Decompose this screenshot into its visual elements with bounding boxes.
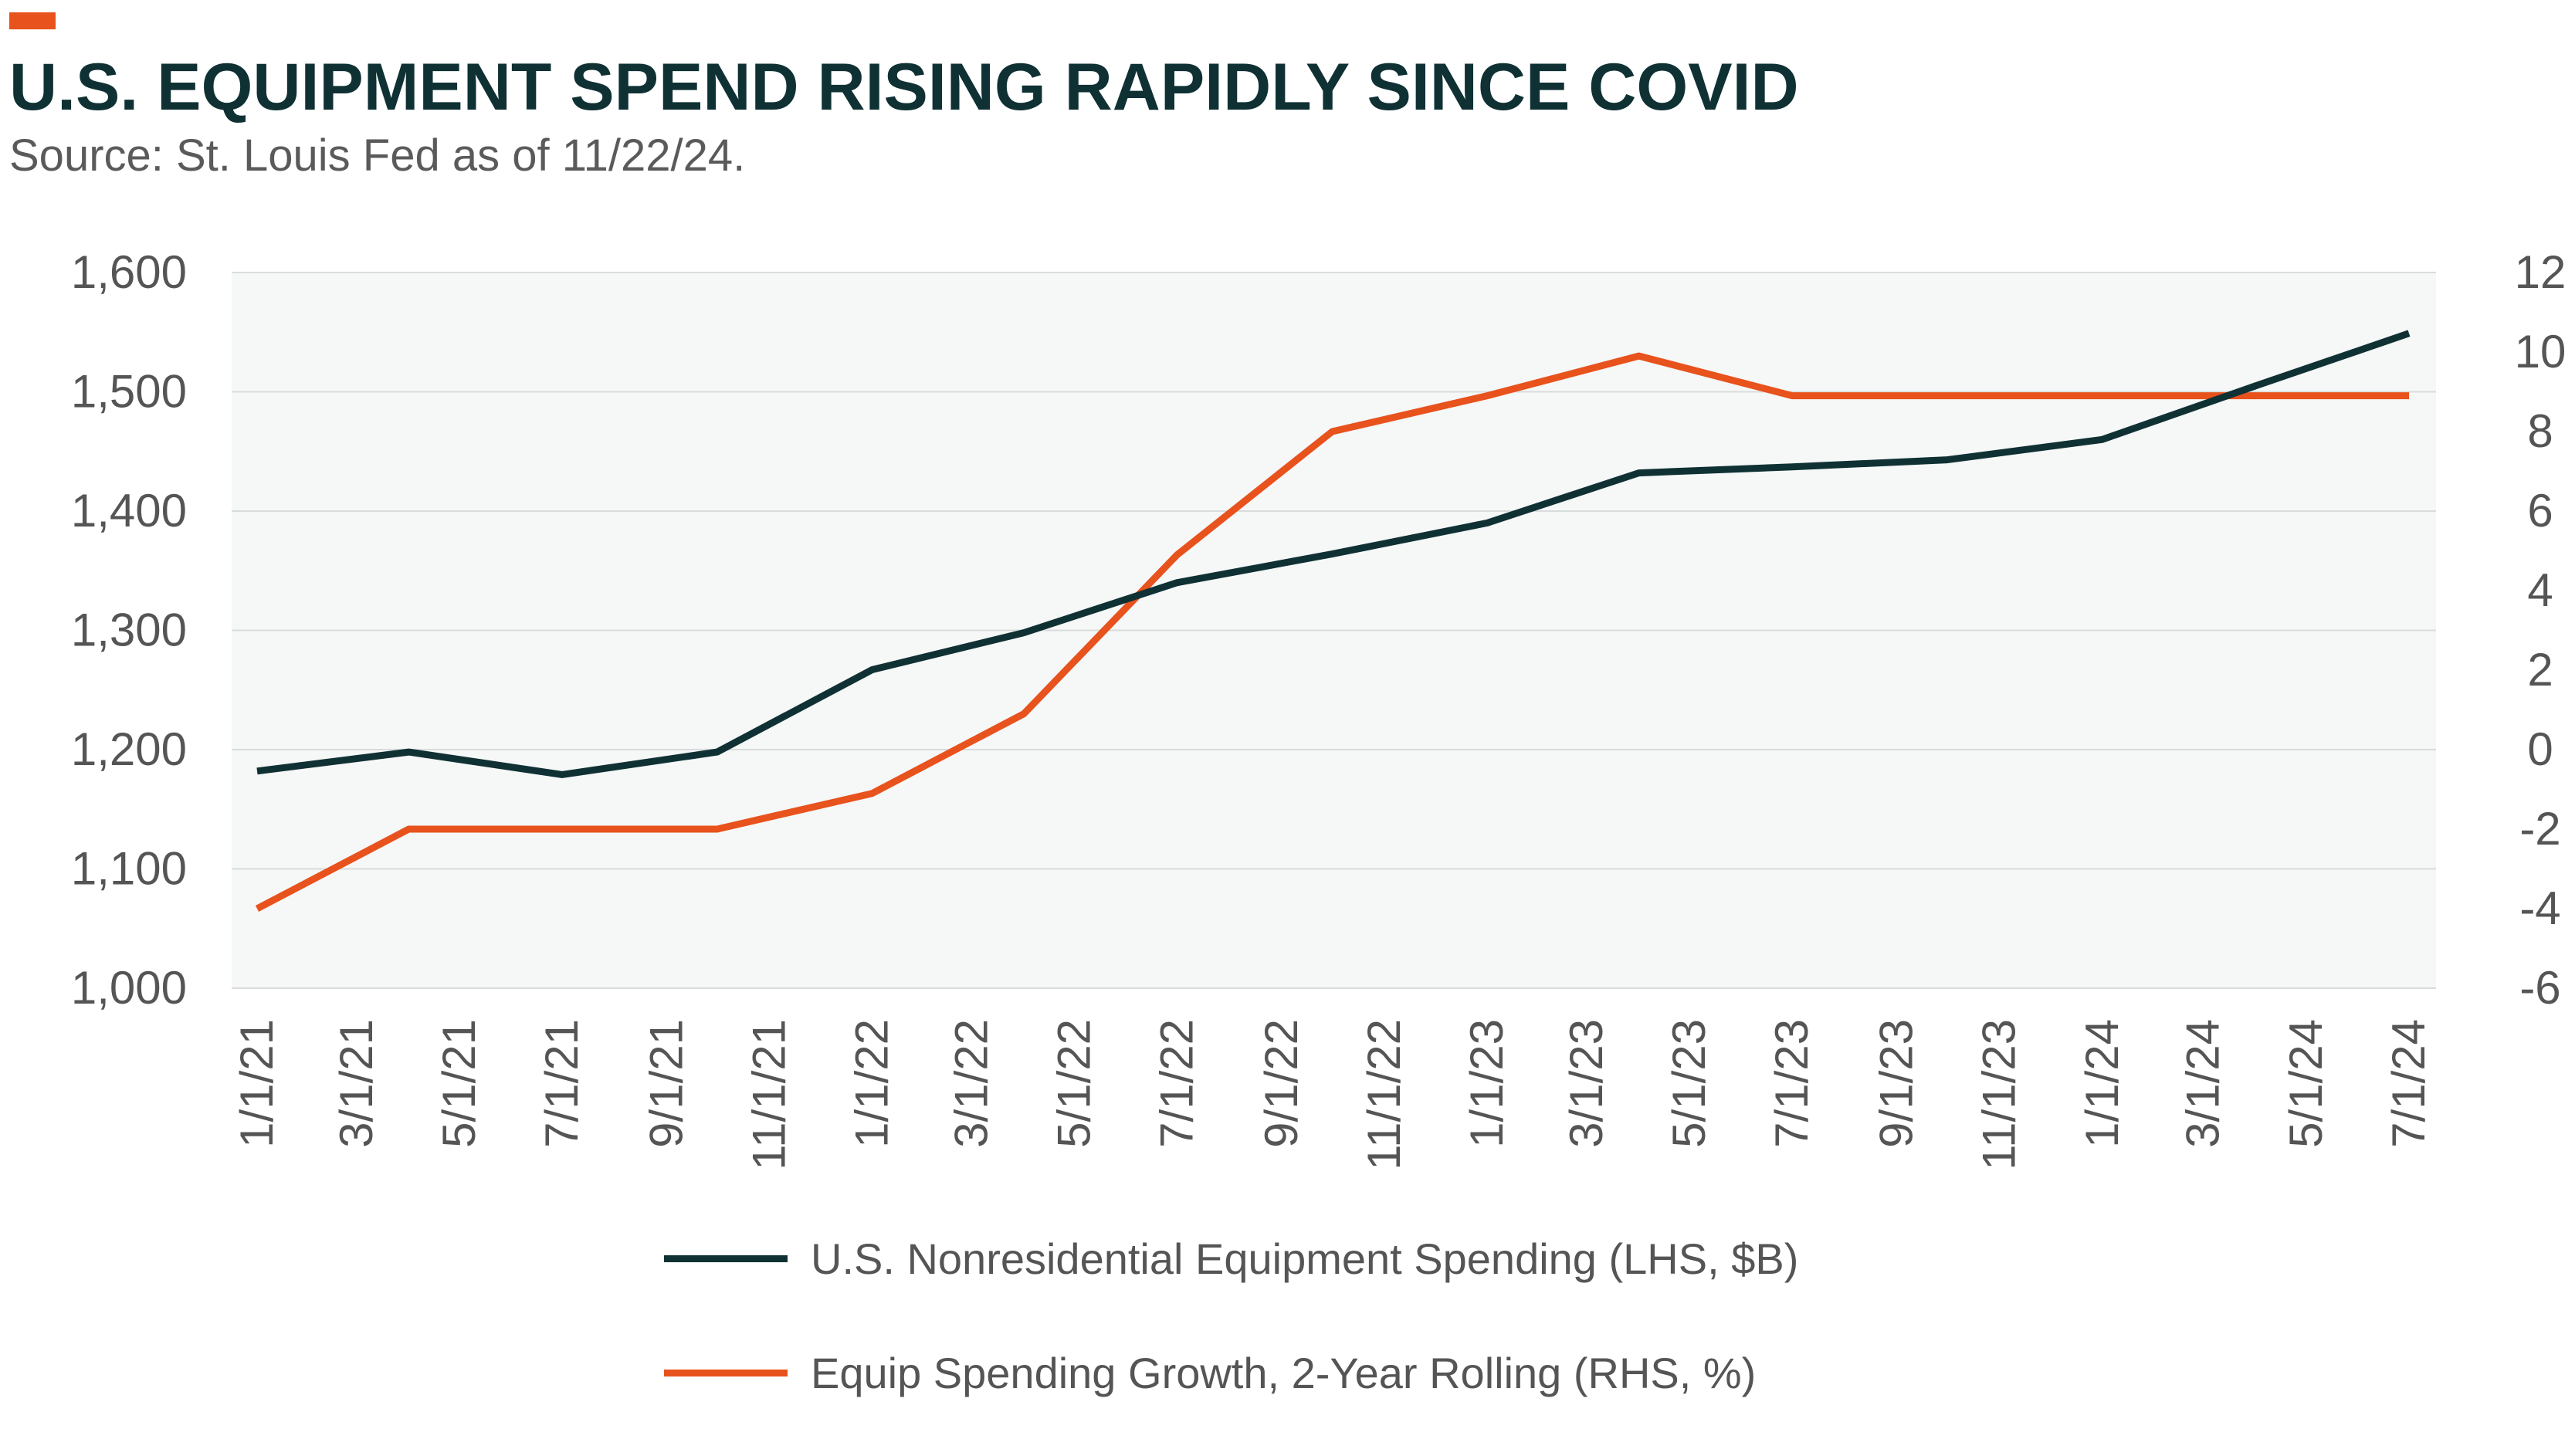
legend-item-growth: Equip Spending Growth, 2-Year Rolling (R…: [664, 1342, 1798, 1404]
grid-lines: [232, 272, 2436, 989]
right-axis-tick-label: 8: [2527, 405, 2553, 457]
left-axis-tick-label: 1,300: [71, 604, 187, 656]
right-axis-tick-label: 2: [2527, 644, 2553, 696]
series-line-growth: [255, 352, 2409, 912]
x-axis: 1/1/21 3/1/21 5/1/21 7/1/21 9/1/21 11/1/21 1/1…: [231, 1019, 2434, 1170]
x-axis-tick-label: 1/1/24: [2076, 1019, 2128, 1148]
right-axis-tick-label: 4: [2527, 564, 2553, 616]
x-axis-tick-label: 11/1/23: [1974, 1019, 2025, 1170]
line-chart: 1,000 1,100 1,200 1,300 1,400 1,500 1,600 -6 -4…: [71, 246, 2567, 1170]
x-axis-tick-label: 7/1/22: [1151, 1019, 1203, 1148]
series-lines: [255, 330, 2411, 912]
x-axis-tick-label: 5/1/22: [1048, 1019, 1099, 1148]
legend-item-equipment-spending: U.S. Nonresidential Equipment Spending (…: [664, 1227, 1798, 1289]
right-axis-tick-label: -6: [2519, 962, 2560, 1014]
legend-label-equipment-spending: U.S. Nonresidential Equipment Spending (…: [811, 1234, 1799, 1283]
x-axis-tick-label: 9/1/21: [640, 1019, 692, 1148]
x-axis-tick-label: 11/1/21: [743, 1019, 795, 1170]
title-accent-bar: [9, 12, 56, 29]
x-axis-tick-label: 3/1/24: [2177, 1019, 2229, 1148]
left-axis-tick-label: 1,400: [71, 485, 187, 537]
right-axis-tick-label: -2: [2519, 803, 2560, 855]
x-axis-tick-label: 5/1/24: [2280, 1019, 2332, 1148]
x-axis-tick-label: 7/1/21: [536, 1019, 588, 1148]
left-axis-tick-label: 1,600: [71, 246, 187, 298]
x-axis-tick-label: 5/1/21: [433, 1019, 485, 1148]
right-axis-tick-label: 6: [2527, 485, 2553, 537]
x-axis-tick-label: 3/1/23: [1560, 1019, 1612, 1148]
legend-swatch-growth: [664, 1369, 788, 1376]
x-axis-tick-label: 9/1/22: [1255, 1019, 1307, 1148]
left-axis-tick-label: 1,500: [71, 366, 187, 418]
left-axis: 1,000 1,100 1,200 1,300 1,400 1,500 1,600: [71, 246, 187, 1014]
right-axis-tick-label: 12: [2515, 246, 2567, 298]
right-axis: -6 -4 -2 0 2 4 6 8 10 12: [2515, 246, 2567, 1014]
x-axis-tick-label: 3/1/21: [330, 1019, 382, 1148]
chart-title: U.S. EQUIPMENT SPEND RISING RAPIDLY SINC…: [9, 50, 1799, 124]
x-axis-tick-label: 1/1/21: [231, 1019, 283, 1148]
x-axis-tick-label: 11/1/22: [1358, 1019, 1410, 1170]
right-axis-tick-label: 0: [2527, 723, 2553, 775]
legend-swatch-equipment-spending: [664, 1255, 788, 1262]
x-axis-tick-label: 3/1/22: [945, 1019, 997, 1148]
chart-source: Source: St. Louis Fed as of 11/22/24.: [9, 130, 746, 181]
x-axis-tick-label: 1/1/22: [846, 1019, 898, 1148]
x-axis-tick-label: 7/1/23: [1766, 1019, 1818, 1148]
right-axis-tick-label: -4: [2519, 882, 2560, 934]
x-axis-tick-label: 5/1/23: [1663, 1019, 1715, 1148]
x-axis-tick-label: 9/1/23: [1871, 1019, 1923, 1148]
x-axis-tick-label: 7/1/24: [2383, 1019, 2434, 1148]
left-axis-tick-label: 1,100: [71, 843, 187, 895]
legend: U.S. Nonresidential Equipment Spending (…: [664, 1227, 1798, 1456]
series-line-equipment-spending: [256, 330, 2411, 778]
legend-label-growth: Equip Spending Growth, 2-Year Rolling (R…: [811, 1348, 1757, 1397]
left-axis-tick-label: 1,200: [71, 723, 187, 775]
x-axis-tick-label: 1/1/23: [1461, 1019, 1513, 1148]
left-axis-tick-label: 1,000: [71, 962, 187, 1014]
right-axis-tick-label: 10: [2515, 326, 2567, 378]
